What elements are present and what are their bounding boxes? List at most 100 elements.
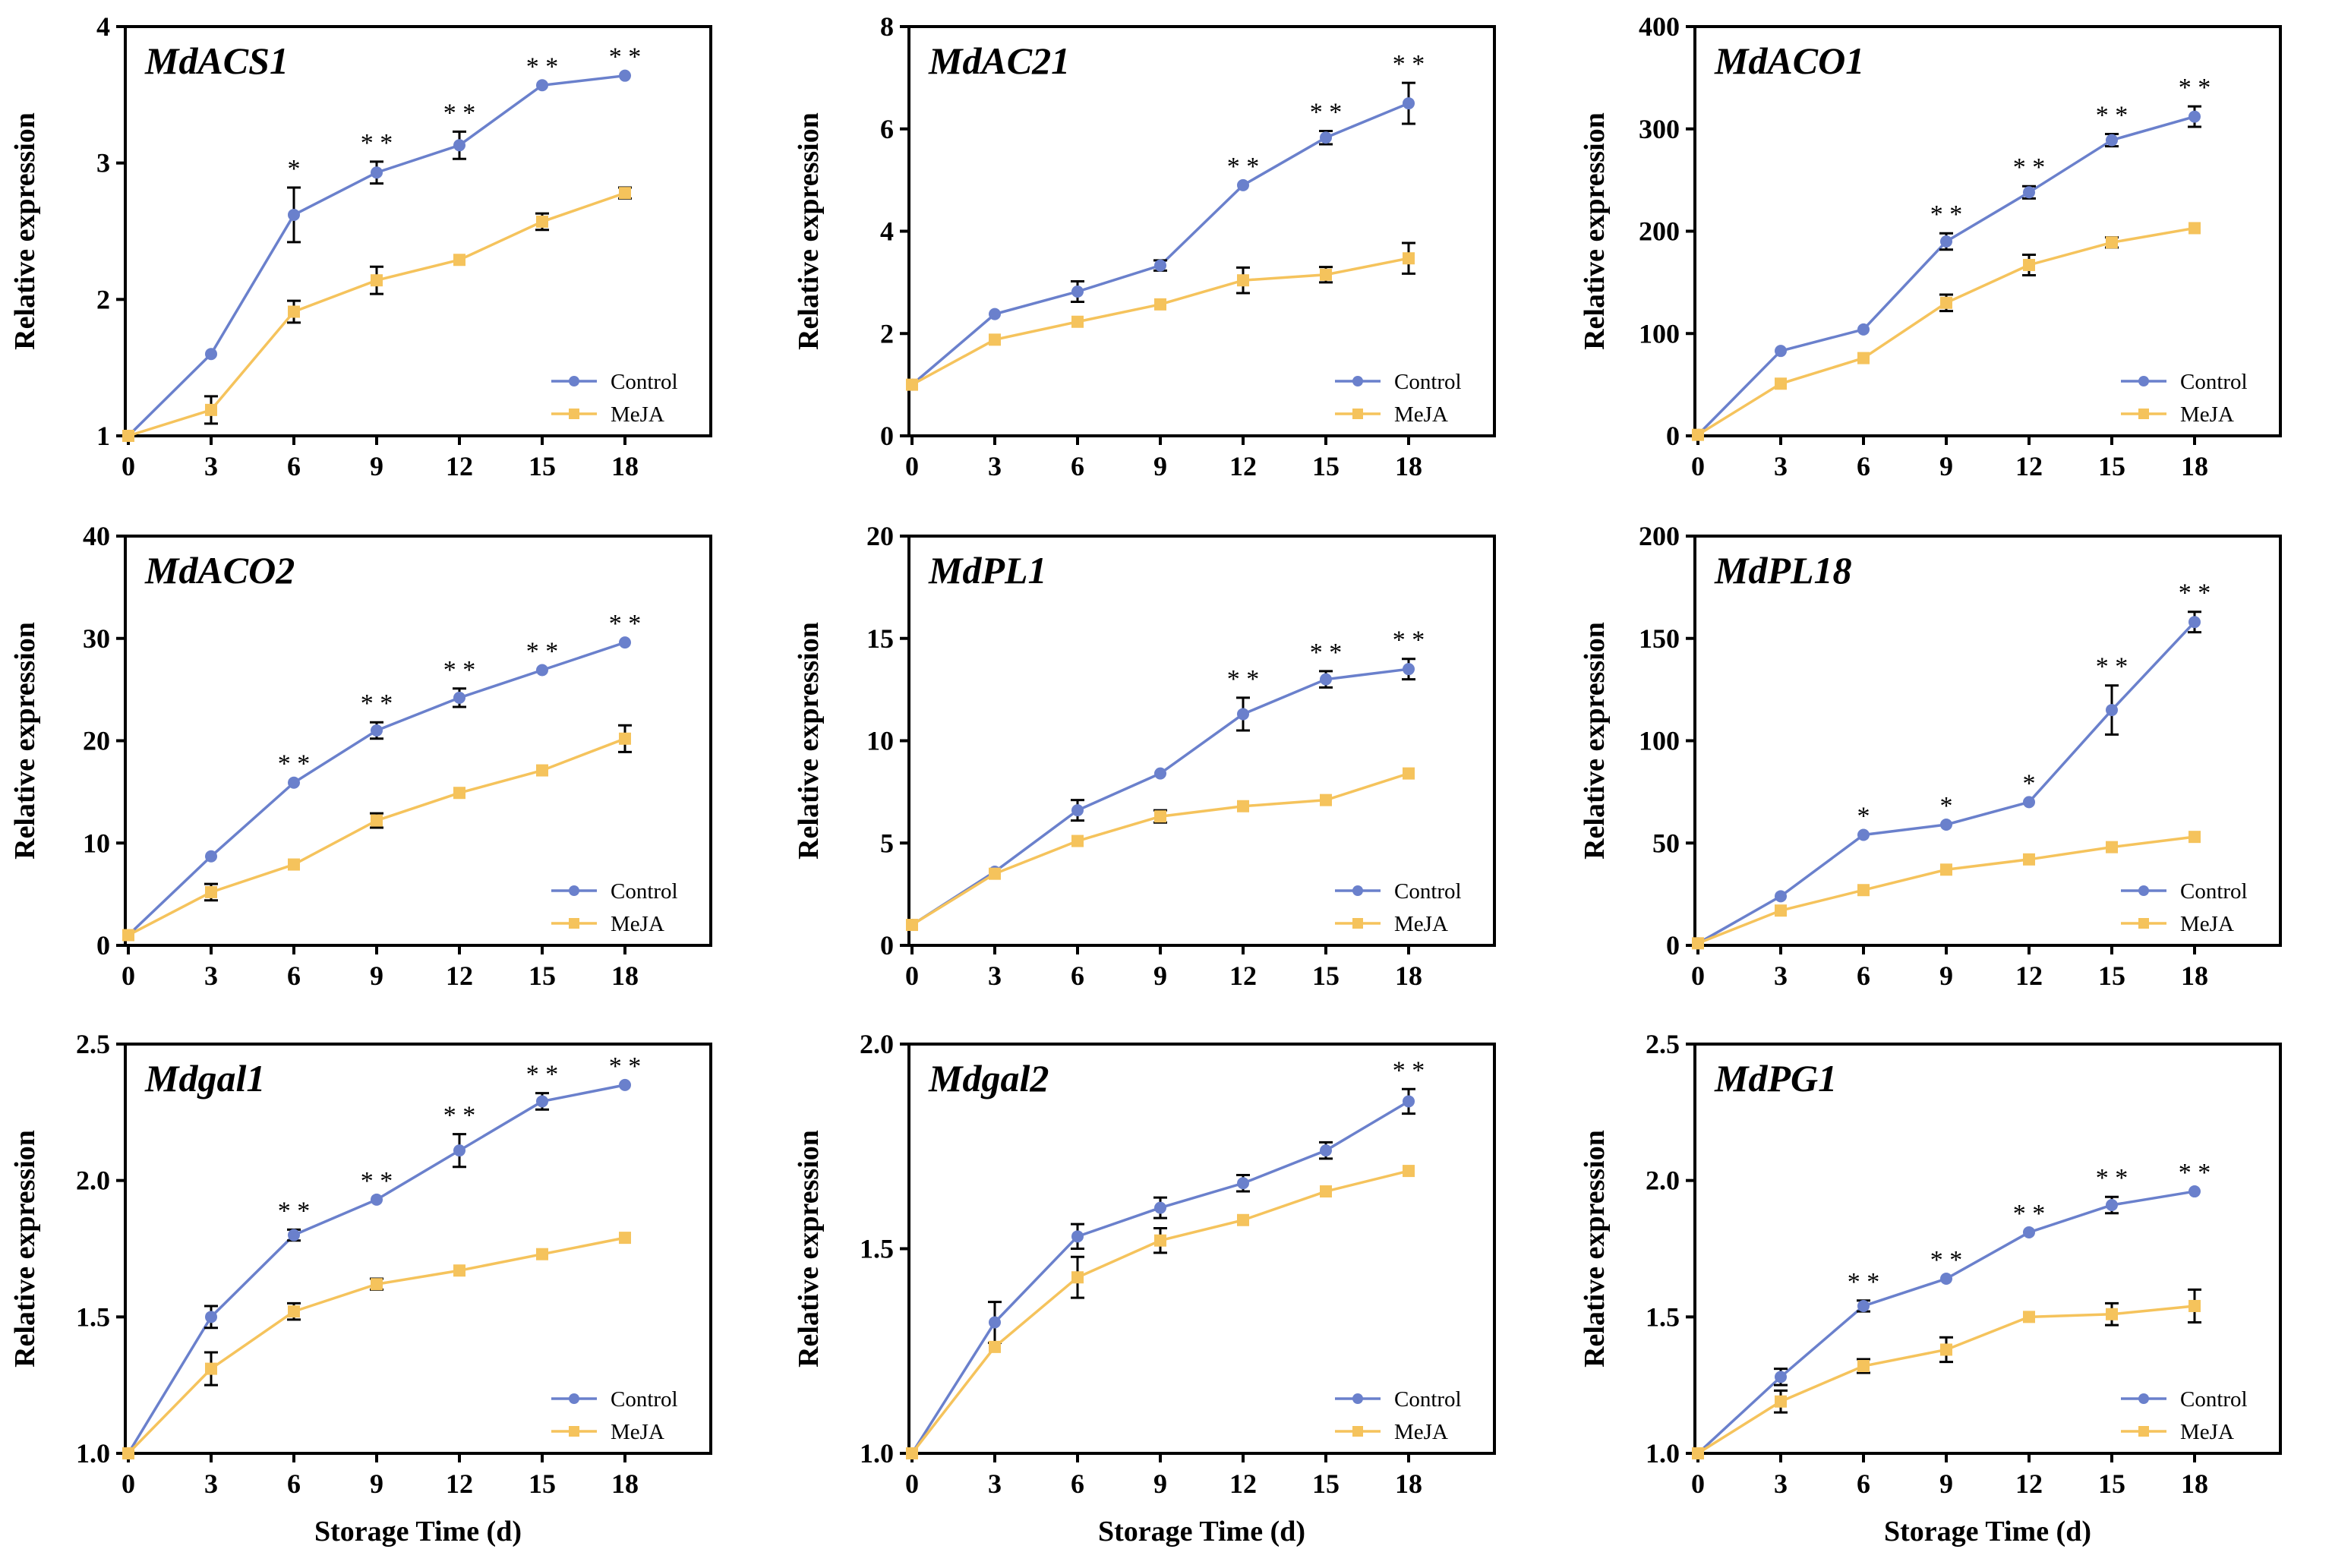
data-point [205,1362,217,1375]
data-point [1403,1095,1415,1108]
x-tick-label: 0 [1691,961,1705,991]
legend-label-control: Control [1394,1387,1462,1412]
y-tick-label: 4 [880,216,894,247]
y-tick-label: 1.0 [76,1438,110,1469]
significance-marker: * * [526,638,559,666]
y-axis-label: Relative expression [9,112,41,350]
y-tick-label: 200 [1639,216,1680,247]
y-tick-label: 40 [83,521,110,551]
significance-marker: * * [443,1102,476,1130]
chart-panel: 1.0 1.5 2.0 0 3 6 9 12 15 18 Relative expression St… [793,1029,1496,1547]
data-point [1403,1165,1415,1178]
x-tick-label: 12 [446,961,473,991]
y-tick-label: 400 [1639,11,1680,42]
x-tick-label: 6 [1071,451,1084,481]
data-point [619,1232,631,1245]
x-tick-label: 12 [2015,961,2043,991]
data-point [1692,428,1704,441]
y-tick-label: 50 [1652,828,1680,858]
y-tick-label: 2.5 [76,1029,110,1059]
data-point [2023,1311,2035,1323]
x-tick-label: 18 [611,1469,639,1499]
legend-label-meja: MeJA [2180,912,2234,936]
x-tick-label: 9 [1939,1469,1953,1499]
data-point [536,1095,548,1108]
data-point [453,787,465,800]
legend-marker-control [1352,885,1363,896]
data-point [906,1447,918,1459]
x-tick-label: 15 [1312,1469,1340,1499]
x-tick-label: 12 [446,451,473,481]
x-tick-label: 9 [1939,961,1953,991]
data-point [989,333,1001,346]
legend-label-control: Control [2180,370,2248,394]
data-point [2188,222,2201,235]
y-tick-label: 1.5 [1646,1301,1680,1332]
data-point [205,885,217,898]
x-tick-label: 12 [1229,961,1257,991]
significance-marker: * [288,155,301,183]
series-control [906,81,1415,391]
series-meja [122,186,632,442]
x-tick-label: 0 [905,1469,919,1499]
data-point [205,850,217,863]
x-tick-label: 9 [370,451,383,481]
series-meja [122,1232,631,1459]
x-tick-label: 6 [287,451,301,481]
legend-label-meja: MeJA [1394,1420,1448,1444]
data-point [1775,1395,1787,1408]
chart-panel: 1.0 1.5 2.0 2.5 0 3 6 9 12 15 18 Relative expressio… [1579,1029,2282,1547]
data-point [1237,274,1249,287]
legend-label-meja: MeJA [611,402,664,427]
significance-marker: * * [609,610,642,638]
legend-marker-control [2138,1393,2149,1404]
data-point [1857,1360,1870,1373]
data-point [2023,853,2035,866]
data-point [1775,904,1787,917]
x-tick-label: 18 [611,451,639,481]
legend-marker-control [2138,885,2149,896]
x-tick-label: 12 [1229,1469,1257,1499]
y-axis-label: Relative expression [1579,1130,1611,1368]
x-tick-label: 3 [204,1469,218,1499]
significance-marker: * [1857,802,1870,830]
x-tick-label: 6 [1857,451,1870,481]
chart-panel: 0 5 10 15 20 0 3 6 9 12 15 18 Relative expression MdP… [793,521,1496,991]
x-tick-label: 0 [905,961,919,991]
x-tick-label: 18 [1395,1469,1422,1499]
significance-marker: * * [361,689,393,718]
y-tick-label: 100 [1639,318,1680,349]
x-tick-label: 18 [1395,451,1422,481]
legend-marker-meja [569,918,579,929]
y-tick-label: 0 [1666,930,1680,961]
x-tick-label: 6 [1071,961,1084,991]
x-tick-label: 0 [905,451,919,481]
y-axis-label: Relative expression [793,112,825,350]
series-control [1692,1185,2201,1459]
significance-marker: * * [2013,1200,2046,1228]
x-tick-label: 15 [2098,451,2125,481]
series-meja [906,1165,1415,1459]
data-point [1692,937,1704,950]
chart-panel: 0 100 200 300 400 0 3 6 9 12 15 18 Relative expressi… [1579,11,2282,481]
x-tick-label: 15 [2098,961,2125,991]
significance-marker: * * [2179,74,2211,102]
x-tick-label: 15 [529,961,556,991]
series-meja [906,241,1415,391]
data-point [288,776,300,789]
x-tick-label: 3 [988,1469,1002,1499]
series-line [128,737,626,937]
legend-marker-meja [1352,409,1363,419]
series-meja [906,767,1415,932]
y-axis-label: Relative expression [1579,622,1611,860]
data-point [1692,1447,1704,1459]
x-tick-label: 18 [1395,961,1422,991]
data-point [2188,1185,2201,1198]
y-tick-label: 2.0 [860,1029,894,1059]
chart-panel: 0 2 4 6 8 0 3 6 9 12 15 18 Relative expression MdAC21… [793,11,1496,481]
legend-marker-meja [569,409,579,419]
data-point [371,814,383,827]
data-point [906,919,918,932]
series-line [127,1236,626,1455]
data-point [122,430,134,442]
